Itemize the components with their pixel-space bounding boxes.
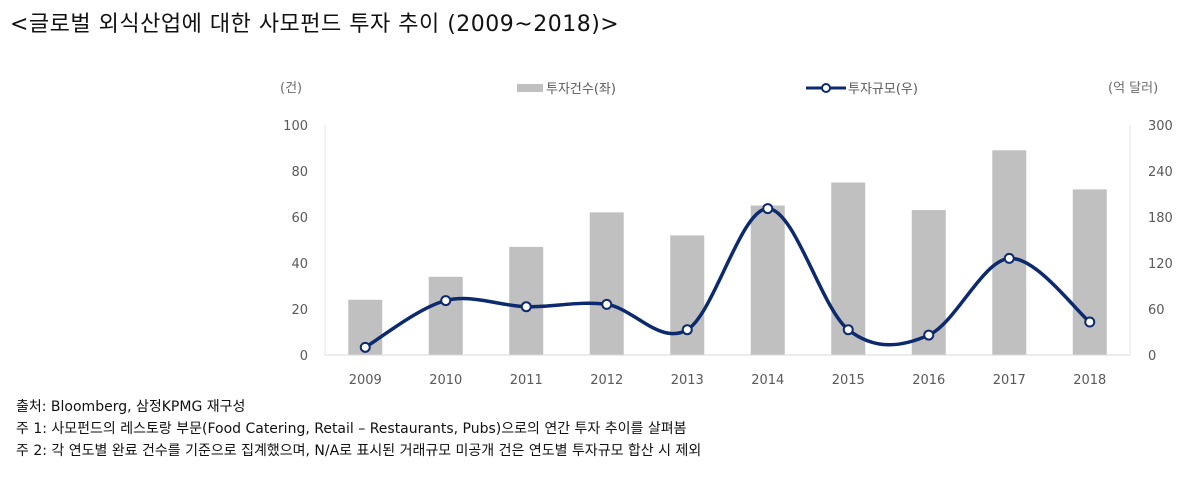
right-axis-unit: (억 달러)	[1108, 81, 1158, 96]
right-tick-label: 300	[1148, 119, 1173, 134]
left-tick-label: 60	[291, 211, 308, 226]
investment-size-line	[364, 206, 1091, 349]
legend: 투자건수(좌) 투자규모(우)	[517, 82, 918, 97]
combo-chart: 투자건수(좌) 투자규모(우) (건) (억 달러) 0204060801000…	[280, 81, 1173, 388]
bar-2011	[509, 246, 544, 355]
line-marker-2014	[762, 203, 774, 215]
left-tick-label: 40	[291, 257, 308, 272]
x-tick-label: 2017	[993, 373, 1026, 388]
x-tick-label: 2010	[429, 373, 462, 388]
bar-2013	[670, 235, 705, 355]
line-marker-2011	[520, 301, 532, 313]
left-tick-label: 0	[300, 349, 308, 364]
left-tick-label: 80	[291, 165, 308, 180]
line-marker-2018	[1084, 316, 1096, 328]
x-tick-label: 2009	[349, 373, 382, 388]
legend-marker-icon	[821, 83, 831, 93]
plot-area: 0 20 40 60 80 100 0 60 120 180 240 300 2009 2010 2011 2…	[283, 119, 1173, 388]
left-tick-label: 20	[291, 303, 308, 318]
right-tick-label: 60	[1148, 303, 1165, 318]
line-marker-2017	[1003, 252, 1015, 264]
line-marker-2009	[359, 341, 371, 353]
source-note: 출처: Bloomberg, 삼정KPMG 재구성	[16, 399, 246, 415]
chart-title: <글로벌 외식산업에 대한 사모펀드 투자 추이 (2009~2018)>	[10, 12, 620, 37]
line-marker-2013	[681, 324, 693, 336]
bar-2017	[992, 150, 1027, 355]
x-tick-label: 2012	[590, 373, 623, 388]
legend-bar-swatch	[517, 84, 543, 92]
footnote-1: 주 1: 사모펀드의 레스토랑 부문(Food Catering, Retail…	[16, 421, 687, 437]
footnote-2: 주 2: 각 연도별 완료 건수를 기준으로 집계했으며, N/A로 표시된 거…	[16, 443, 702, 459]
right-tick-label: 180	[1148, 211, 1173, 226]
bar-2012	[589, 212, 624, 355]
left-axis-unit: (건)	[280, 81, 302, 96]
bar-2018	[1072, 189, 1107, 355]
right-tick-label: 240	[1148, 165, 1173, 180]
bar-2014	[750, 205, 785, 355]
line-marker-2016	[923, 329, 935, 341]
right-tick-label: 120	[1148, 257, 1173, 272]
footnotes: 출처: Bloomberg, 삼정KPMG 재구성 주 1: 사모펀드의 레스토…	[16, 396, 701, 462]
bar-2010	[428, 276, 463, 355]
legend-bar-label: 투자건수(좌)	[546, 82, 616, 97]
x-tick-label: 2011	[510, 373, 543, 388]
x-tick-label: 2013	[671, 373, 704, 388]
x-tick-label: 2016	[912, 373, 945, 388]
line-marker-2010	[440, 295, 452, 307]
left-tick-label: 100	[283, 119, 308, 134]
legend-line-label: 투자규모(우)	[848, 82, 918, 97]
x-tick-label: 2015	[832, 373, 865, 388]
x-tick-label: 2018	[1073, 373, 1106, 388]
line-marker-2015	[842, 324, 854, 336]
x-tick-label: 2014	[751, 373, 784, 388]
line-marker-2012	[601, 298, 613, 310]
right-tick-label: 0	[1148, 349, 1156, 364]
